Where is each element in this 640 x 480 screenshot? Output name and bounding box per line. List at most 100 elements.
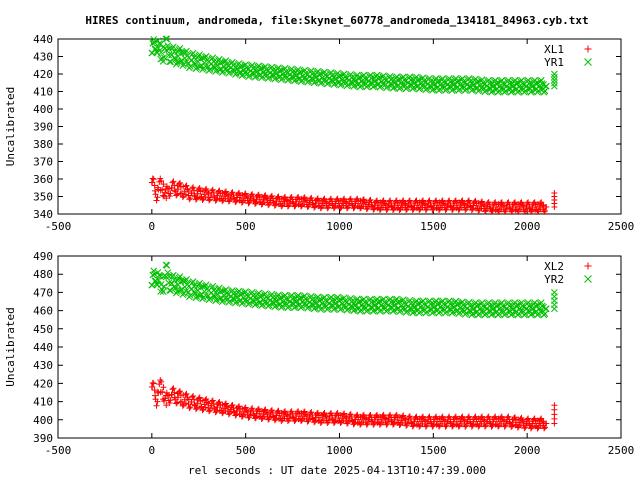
data-point <box>410 206 417 213</box>
data-point <box>291 203 298 210</box>
data-point <box>315 297 323 304</box>
data-point <box>354 299 362 306</box>
data-point <box>232 199 239 206</box>
data-point <box>498 413 505 420</box>
data-point <box>380 411 387 418</box>
data-point <box>514 424 521 431</box>
data-point <box>512 302 520 310</box>
data-point <box>376 421 383 428</box>
data-point <box>151 182 158 189</box>
data-point <box>383 421 390 428</box>
data-point <box>321 410 328 417</box>
data-point <box>381 200 388 207</box>
data-point <box>420 200 427 207</box>
legend-label: XL1 <box>544 43 564 56</box>
data-point <box>383 207 390 214</box>
data-point <box>325 204 332 211</box>
data-point <box>479 413 486 420</box>
data-point <box>376 207 383 214</box>
data-point <box>337 205 344 212</box>
data-point <box>492 302 500 310</box>
data-point <box>482 207 489 214</box>
data-point <box>222 188 229 195</box>
panel-2: -500 0 500 1000 1500 2000 2500 390 400 410 420 430 4… <box>4 250 634 457</box>
data-point <box>363 421 370 428</box>
data-point <box>489 422 496 429</box>
data-point <box>400 197 407 204</box>
data-point <box>465 197 472 204</box>
data-point <box>199 197 206 204</box>
data-point <box>519 201 526 208</box>
data-point <box>211 193 218 200</box>
x-tick-label: 500 <box>236 444 256 457</box>
data-point <box>410 422 417 429</box>
data-point <box>295 295 303 303</box>
data-point <box>262 192 269 199</box>
data-point <box>350 421 357 428</box>
x-tick-label: 500 <box>236 220 256 233</box>
y-tick-label: 410 <box>33 396 53 409</box>
data-point <box>509 207 516 214</box>
data-point <box>265 416 272 423</box>
data-point <box>193 195 200 202</box>
data-point <box>160 181 167 188</box>
data-point <box>361 414 368 421</box>
data-point <box>390 420 397 427</box>
data-point <box>387 197 394 204</box>
data-point <box>149 175 156 182</box>
data-point <box>426 413 433 420</box>
data-point <box>204 189 211 196</box>
data-point <box>271 417 278 424</box>
data-point <box>505 413 512 420</box>
data-point <box>219 287 226 295</box>
data-point <box>258 201 265 208</box>
data-point <box>252 415 259 422</box>
data-point <box>508 208 515 215</box>
data-point <box>452 413 459 420</box>
data-point <box>495 208 502 215</box>
data-point <box>236 403 243 410</box>
data-point <box>153 402 160 409</box>
data-point <box>354 195 361 202</box>
data-point <box>341 410 348 417</box>
data-point <box>420 197 427 204</box>
data-point <box>222 400 229 407</box>
data-point <box>527 208 534 215</box>
data-point <box>360 411 367 418</box>
data-point <box>429 423 436 430</box>
data-point <box>551 70 558 78</box>
data-point <box>422 423 429 430</box>
data-point <box>184 186 191 193</box>
data-point <box>374 197 381 204</box>
data-point <box>258 416 265 423</box>
data-point <box>404 421 411 428</box>
y-tick-label: 470 <box>33 286 53 299</box>
panels: -500 0 500 1000 1500 2000 2500 340 350 360 370 380 3… <box>4 33 634 457</box>
data-point <box>305 417 312 424</box>
legend-label: YR1 <box>544 56 564 69</box>
data-point <box>176 273 184 280</box>
data-point <box>335 73 342 80</box>
data-point <box>223 191 230 198</box>
data-point <box>488 208 495 215</box>
data-point <box>322 198 329 205</box>
data-point <box>370 421 377 428</box>
data-point <box>492 413 499 420</box>
data-point <box>288 408 295 415</box>
data-point <box>159 288 167 295</box>
data-point <box>324 419 331 426</box>
data-point <box>149 379 156 386</box>
x-tick-label: 0 <box>149 444 156 457</box>
data-point <box>473 302 480 310</box>
data-point <box>465 413 472 420</box>
data-point <box>163 261 171 269</box>
plot-frame <box>57 255 622 439</box>
data-point <box>202 52 210 60</box>
data-point <box>498 199 505 206</box>
data-point <box>278 417 285 424</box>
data-point <box>481 208 488 215</box>
data-point <box>149 384 156 391</box>
data-point <box>256 65 264 73</box>
data-point <box>191 192 198 199</box>
data-point <box>252 414 259 421</box>
